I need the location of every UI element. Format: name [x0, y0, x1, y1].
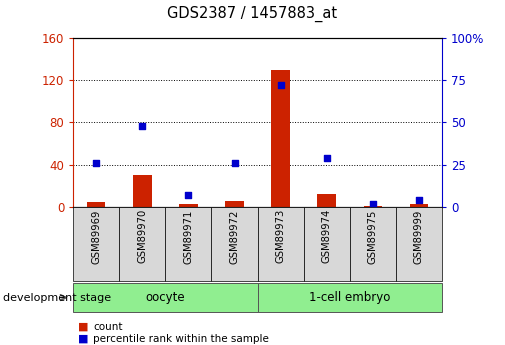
Text: GDS2387 / 1457883_at: GDS2387 / 1457883_at [168, 6, 337, 22]
Bar [119, 207, 165, 281]
Text: ■: ■ [78, 322, 89, 332]
Point [369, 201, 377, 206]
Point [184, 193, 192, 198]
Text: GSM89972: GSM89972 [229, 209, 239, 264]
Bar [179, 204, 197, 207]
Bar [133, 175, 151, 207]
Point [323, 155, 331, 161]
Text: ■: ■ [78, 334, 89, 344]
Point [138, 123, 146, 129]
Text: oocyte: oocyte [145, 291, 185, 304]
Bar [258, 283, 442, 312]
Text: GSM89999: GSM89999 [414, 209, 424, 264]
Text: GSM89970: GSM89970 [137, 209, 147, 264]
Bar [73, 283, 258, 312]
Bar [349, 207, 396, 281]
Text: percentile rank within the sample: percentile rank within the sample [93, 334, 269, 344]
Point [415, 197, 423, 203]
Bar [304, 207, 350, 281]
Text: GSM89975: GSM89975 [368, 209, 378, 264]
Point [277, 82, 285, 88]
Text: GSM89971: GSM89971 [183, 209, 193, 264]
Text: GSM89969: GSM89969 [91, 209, 102, 264]
Text: count: count [93, 322, 123, 332]
Text: development stage: development stage [3, 293, 111, 303]
Point [230, 160, 238, 166]
Point [92, 160, 100, 166]
Text: GSM89974: GSM89974 [322, 209, 332, 264]
Bar [225, 201, 244, 207]
Bar [318, 194, 336, 207]
Bar [271, 70, 290, 207]
Bar [165, 207, 212, 281]
Bar [258, 207, 304, 281]
Bar [410, 204, 428, 207]
Bar [73, 207, 119, 281]
Bar [87, 202, 106, 207]
Bar [212, 207, 258, 281]
Bar [396, 207, 442, 281]
Text: 1-cell embryo: 1-cell embryo [309, 291, 390, 304]
Text: GSM89973: GSM89973 [276, 209, 286, 264]
Bar [364, 206, 382, 207]
